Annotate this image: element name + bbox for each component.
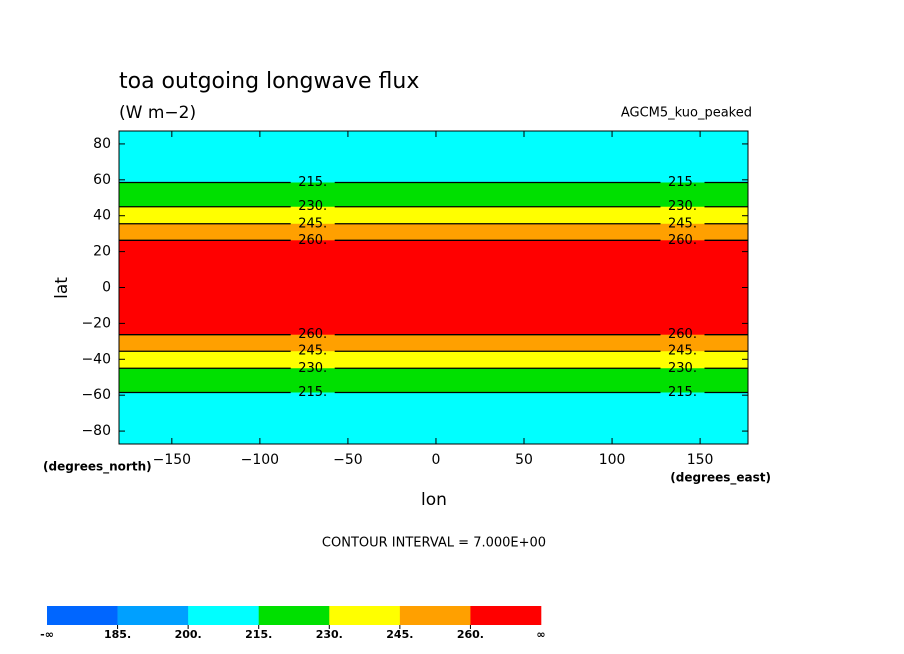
x-tick-label: −100 <box>241 452 279 468</box>
y-axis-label: lat <box>52 277 72 299</box>
filled-band <box>119 206 748 225</box>
filled-band <box>119 413 748 445</box>
contour-label: 245. <box>668 344 697 359</box>
x-tick-label: 0 <box>432 452 441 468</box>
y-tick-label: −40 <box>81 351 111 367</box>
contour-label: 215. <box>668 175 697 190</box>
colorbar-label: -∞ <box>40 628 54 641</box>
y-units: (degrees_north) <box>43 460 152 475</box>
colorbar-label: ∞ <box>536 628 545 641</box>
filled-band <box>119 240 748 253</box>
y-tick-label: 0 <box>102 280 111 296</box>
filled-band <box>119 351 748 369</box>
x-tick-label: −150 <box>153 452 191 468</box>
contour-label: 260. <box>668 233 697 248</box>
x-tick-label: 100 <box>599 452 626 468</box>
colorbar-box <box>329 606 401 625</box>
colorbar-box <box>188 606 260 625</box>
subtitle: AGCM5_kuo_peaked <box>621 106 752 121</box>
colorbar-label: 260. <box>457 628 484 641</box>
x-tick-label: 150 <box>687 452 714 468</box>
colorbar-label: 200. <box>175 628 202 641</box>
colorbar-box <box>258 606 330 625</box>
contour-label: 260. <box>298 327 327 342</box>
colorbar-label: 245. <box>386 628 413 641</box>
y-tick-label: 20 <box>93 244 111 260</box>
x-units: (degrees_east) <box>670 471 771 486</box>
filled-band <box>119 287 748 324</box>
y-tick-label: 80 <box>93 136 111 152</box>
filled-band <box>119 323 748 336</box>
y-tick-label: 60 <box>93 172 111 188</box>
filled-band <box>119 334 748 352</box>
contour-label: 230. <box>298 199 327 214</box>
units: (W m−2) <box>119 103 196 123</box>
colorbar-box <box>117 606 189 625</box>
y-tick-label: −60 <box>81 387 111 403</box>
colorbar-label: 215. <box>245 628 272 641</box>
contour-label: 245. <box>298 344 327 359</box>
x-tick-label: 50 <box>515 452 533 468</box>
contour-label: 260. <box>668 327 697 342</box>
y-tick-label: 40 <box>93 208 111 224</box>
filled-band <box>119 131 748 163</box>
contour-label: 245. <box>298 216 327 231</box>
filled-band <box>119 161 748 184</box>
contour-label: 260. <box>298 233 327 248</box>
colorbar-box <box>399 606 471 625</box>
colorbar-label: 185. <box>104 628 131 641</box>
contour-label: 215. <box>298 175 327 190</box>
x-tick-label: −50 <box>333 452 363 468</box>
filled-band <box>119 368 748 393</box>
contour-label: 230. <box>298 361 327 376</box>
contour-label: 245. <box>668 216 697 231</box>
y-tick-label: −20 <box>81 315 111 331</box>
x-axis-label: lon <box>421 490 447 510</box>
colorbar-label: 230. <box>316 628 343 641</box>
contour-label: 230. <box>668 361 697 376</box>
colorbar-box <box>47 606 118 625</box>
filled-band <box>119 182 748 208</box>
contour-label: 230. <box>668 199 697 214</box>
colorbar-box <box>470 606 542 625</box>
contour-label: 215. <box>298 385 327 400</box>
chart-title: toa outgoing longwave flux <box>119 69 419 94</box>
filled-band <box>119 223 748 241</box>
filled-band <box>119 392 748 414</box>
y-tick-label: −80 <box>81 423 111 439</box>
filled-band <box>119 251 748 288</box>
contour-label: 215. <box>668 385 697 400</box>
contour-interval: CONTOUR INTERVAL = 7.000E+00 <box>322 536 546 551</box>
